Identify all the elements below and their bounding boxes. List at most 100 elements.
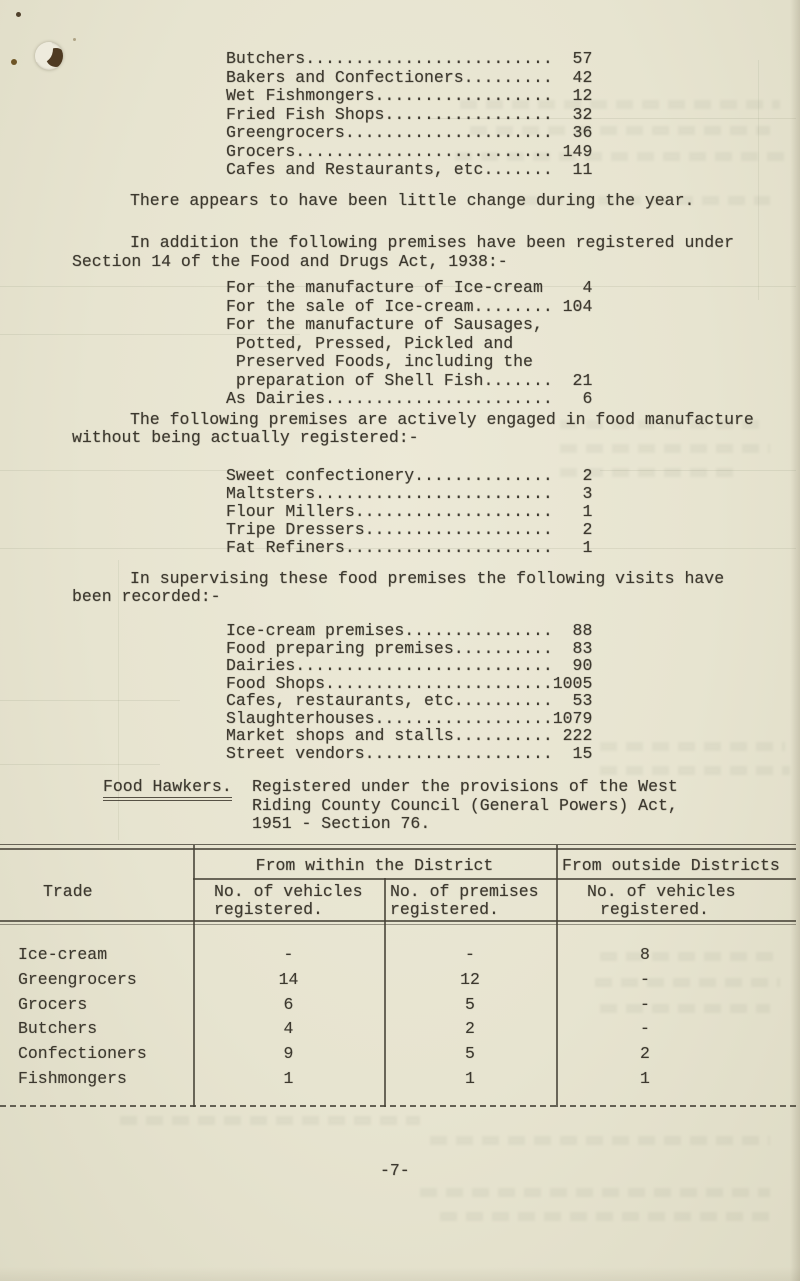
list-line: Bakers and Confectioners......... 42 [226, 67, 593, 87]
ghost-text [440, 1212, 770, 1221]
text-line: Registered under the provisions of the W… [252, 777, 678, 796]
list-line: For the manufacture of Sausages, [226, 315, 543, 334]
text-line: without being actually registered:- [72, 428, 419, 447]
ghost-line [430, 118, 796, 119]
table-header-within-premises: No. of premises [390, 882, 539, 901]
table-rule [0, 920, 796, 922]
ghost-line [0, 470, 280, 471]
table-header-outside-vehicles: No. of vehicles [587, 882, 736, 901]
ghost-text [600, 1004, 770, 1013]
table-cell-outside-vehicles: - [640, 994, 650, 1014]
ghost-text [470, 126, 770, 135]
table-rule [384, 878, 386, 1107]
table-row: Fishmongers 1 1 1 [0, 1069, 740, 1088]
premises-count-list: Butchers......................... 57 Bake… [226, 49, 593, 180]
table-cell-outside-vehicles: 2 [640, 1044, 650, 1064]
table-cell-trade: Confectioners [18, 1044, 147, 1064]
list-line: Grocers.......................... 149 [226, 141, 593, 161]
food-hawkers-label: Food Hawkers. [103, 777, 232, 801]
ghost-line [0, 700, 180, 701]
list-line: Market shops and stalls.......... 222 [226, 726, 593, 745]
list-line: Cafes and Restaurants, etc....... 11 [226, 160, 593, 179]
list-line: Fried Fish Shops................. 32 [226, 104, 593, 124]
ghost-text [595, 978, 780, 987]
text-line: Section 14 of the Food and Drugs Act, 19… [72, 252, 508, 271]
list-line: Dairies.......................... 90 [226, 656, 593, 675]
table-row: Greengrocers 14 12 - [0, 970, 740, 989]
table-header-trade: Trade [43, 882, 93, 901]
paragraph-registered-intro: In addition the following premises have … [72, 233, 734, 271]
list-line: As Dairies....................... 6 [226, 389, 593, 408]
hole-punch-paper [35, 42, 53, 63]
table-cell-within-vehicles: 1 [283, 1069, 294, 1088]
table-cell-within-vehicles: 9 [283, 1044, 294, 1064]
table-header-outside-vehicles-2: registered. [600, 900, 709, 919]
list-line: Preserved Foods, including the [226, 352, 533, 371]
text-line: The following premises are actively enga… [130, 410, 754, 429]
ghost-text [560, 444, 770, 453]
list-line: preparation of Shell Fish....... 21 [226, 370, 593, 390]
table-cell-trade: Ice-cream [18, 945, 108, 964]
table-cell-trade: Butchers [18, 1019, 98, 1039]
hole-punch [35, 42, 63, 70]
list-line: Food Shops.......................1005 [226, 673, 593, 693]
list-line: Tripe Dressers................... 2 [226, 520, 593, 539]
table-row: Ice-cream - - 8 [0, 945, 740, 964]
ghost-line [0, 334, 300, 335]
list-line: Sweet confectionery.............. 2 [226, 466, 593, 485]
table-cell-within-premises: - [465, 945, 475, 964]
ghost-text [520, 196, 770, 205]
table-cell-outside-vehicles: - [640, 969, 650, 989]
table-cell-within-vehicles: - [283, 945, 294, 964]
table-cell-within-premises: 5 [465, 994, 475, 1014]
visits-list: Ice-cream premises............... 88 Food… [226, 622, 592, 762]
table-row: Grocers 6 5 - [0, 995, 740, 1014]
table-cell-outside-vehicles: - [640, 1019, 650, 1039]
ghost-text [460, 100, 780, 109]
table-header-within-vehicles-2: registered. [214, 900, 323, 919]
table-group-header-within: From within the District [255, 856, 494, 875]
table-group-header-outside: From outside Districts [562, 856, 780, 875]
page-number: -7- [380, 1161, 410, 1180]
text-line: There appears to have been little change… [130, 191, 695, 210]
registrations-list: For the manufacture of Ice-cream 4 For th… [226, 278, 593, 409]
table-cell-trade: Grocers [18, 994, 88, 1014]
table-cell-within-premises: 1 [465, 1069, 475, 1088]
table-cell-outside-vehicles: 8 [640, 945, 650, 964]
ghost-text [600, 766, 790, 775]
ghost-line [0, 548, 796, 549]
list-line: Wet Fishmongers.................. 12 [226, 86, 593, 105]
table-cell-within-vehicles: 4 [283, 1019, 294, 1039]
table-rule [0, 848, 796, 850]
list-line: Street vendors................... 15 [226, 743, 593, 763]
ghost-line [118, 560, 119, 840]
table-cell-outside-vehicles: 1 [640, 1069, 650, 1088]
list-line: Greengrocers..................... 36 [226, 123, 593, 142]
page-bottom-shade [0, 1267, 800, 1281]
list-line: Potted, Pressed, Pickled and [226, 333, 514, 353]
text-line: In addition the following premises have … [130, 233, 734, 252]
ghost-text [600, 742, 785, 751]
table-row: Butchers 4 2 - [0, 1019, 740, 1038]
list-line: Fat Refiners..................... 1 [226, 538, 593, 557]
paragraph-visits-intro: In supervising these food premises the f… [72, 570, 724, 606]
table-cell-trade: Greengrocers [18, 969, 137, 989]
ghost-text [560, 420, 760, 429]
table-rule [556, 845, 558, 1107]
ghost-line [758, 60, 759, 300]
ghost-line [0, 764, 160, 765]
list-line: Ice-cream premises............... 88 [226, 621, 593, 640]
list-line: Slaughterhouses..................1079 [226, 708, 593, 728]
list-line: Butchers......................... 57 [226, 49, 593, 68]
ink-speck [16, 12, 21, 17]
list-line: Maltsters........................ 3 [226, 484, 593, 503]
ghost-text [600, 952, 780, 961]
table-header-within-vehicles: No. of vehicles [214, 882, 363, 901]
list-line: For the sale of Ice-cream........ 104 [226, 296, 593, 316]
table-row: Confectioners 9 5 2 [0, 1044, 740, 1063]
text-line: Riding County Council (General Powers) A… [252, 795, 678, 815]
unregistered-list: Sweet confectionery.............. 2 Malts… [226, 467, 592, 557]
table-rule [0, 844, 796, 845]
ghost-text [420, 1188, 770, 1197]
